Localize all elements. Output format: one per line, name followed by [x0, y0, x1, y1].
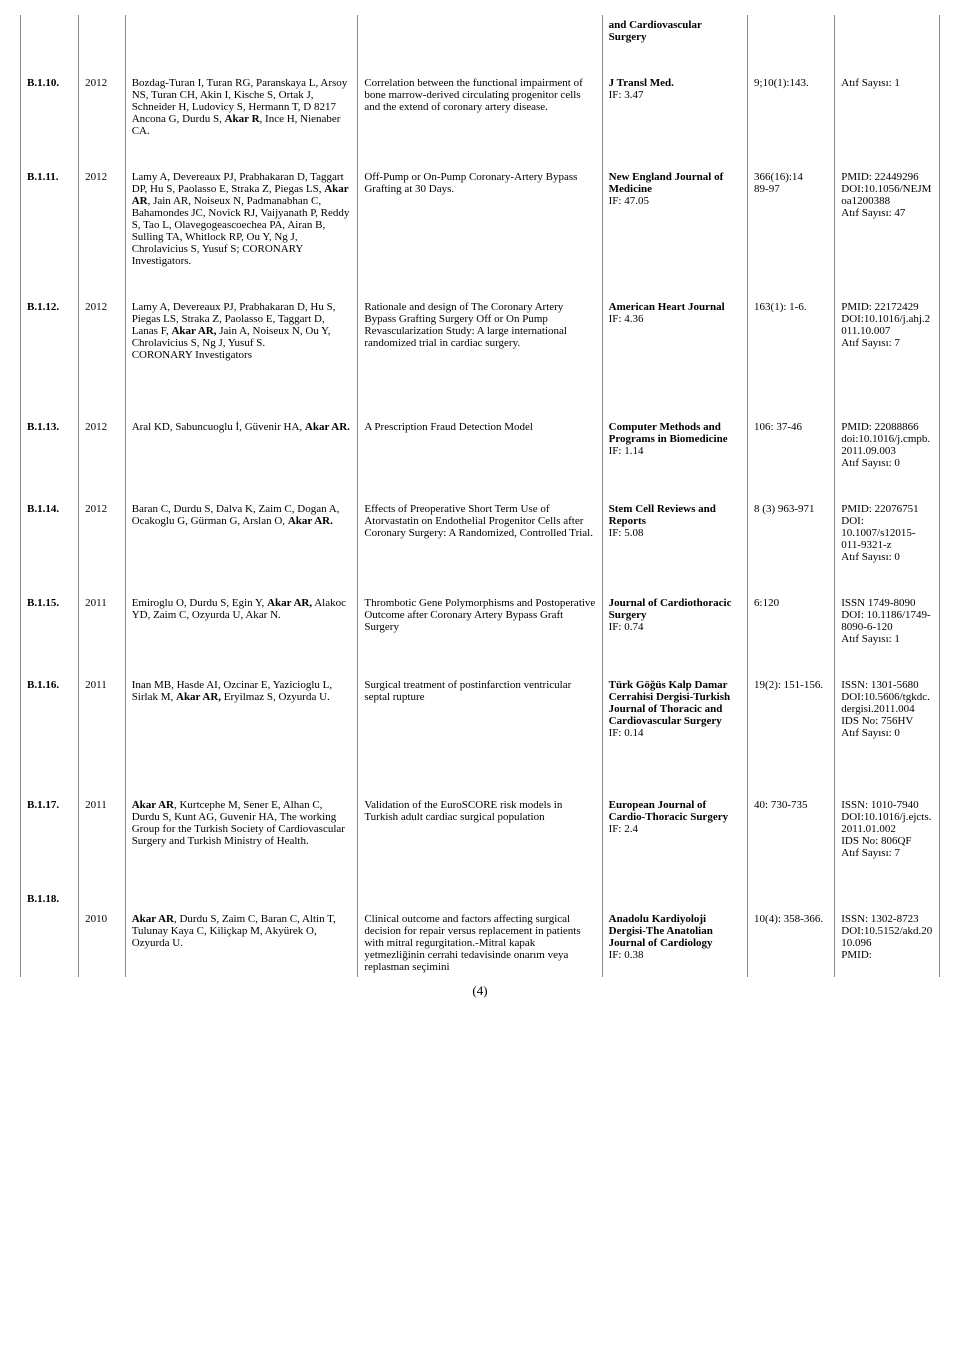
pub-volume: 6:120 [748, 593, 835, 649]
publication-row: B.1.12.2012Lamy A, Devereaux PJ, Prabhak… [21, 297, 940, 365]
pub-authors: Bozdag-Turan I, Turan RG, Paranskaya L, … [125, 73, 358, 141]
pub-id: B.1.14. [21, 499, 79, 567]
publication-row: 2010Akar AR, Durdu S, Zaim C, Baran C, A… [21, 909, 940, 977]
pub-id: B.1.12. [21, 297, 79, 365]
pub-title: Off-Pump or On-Pump Coronary-Artery Bypa… [358, 167, 602, 271]
pub-year: 2011 [79, 795, 126, 863]
pub-year: 2012 [79, 499, 126, 567]
pub-journal: Journal of Cardiothoracic SurgeryIF: 0.7… [602, 593, 747, 649]
pub-year: 2010 [79, 909, 126, 977]
pub-journal: J Transl Med.IF: 3.47 [602, 73, 747, 141]
pub-authors: Inan MB, Hasde AI, Ozcinar E, Yazicioglu… [125, 675, 358, 743]
pub-id: B.1.18. [21, 889, 79, 909]
pub-title: Validation of the EuroSCORE risk models … [358, 795, 602, 863]
pub-volume: 163(1): 1-6. [748, 297, 835, 365]
pub-journal: European Journal of Cardio-Thoracic Surg… [602, 795, 747, 863]
pub-id: B.1.16. [21, 675, 79, 743]
publication-row: B.1.11.2012Lamy A, Devereaux PJ, Prabhak… [21, 167, 940, 271]
pub-ids: PMID: 22172429DOI:10.1016/j.ahj.2011.10.… [835, 297, 940, 365]
pub-id: B.1.15. [21, 593, 79, 649]
pub-ids: ISSN: 1302-8723DOI:10.5152/akd.2010.096P… [835, 909, 940, 977]
pub-ids: ISSN: 1301-5680DOI:10.5606/tgkdc.dergisi… [835, 675, 940, 743]
pub-journal: American Heart JournalIF: 4.36 [602, 297, 747, 365]
pub-year: 2011 [79, 593, 126, 649]
pub-title: A Prescription Fraud Detection Model [358, 417, 602, 473]
pub-id: B.1.13. [21, 417, 79, 473]
pub-id: B.1.10. [21, 73, 79, 141]
publication-row: B.1.10.2012Bozdag-Turan I, Turan RG, Par… [21, 73, 940, 141]
pub-year: 2012 [79, 417, 126, 473]
publication-row: B.1.14.2012Baran C, Durdu S, Dalva K, Za… [21, 499, 940, 567]
pub-journal: Stem Cell Reviews and ReportsIF: 5.08 [602, 499, 747, 567]
pub-title: Correlation between the functional impai… [358, 73, 602, 141]
pub-journal: Anadolu Kardiyoloji Dergisi-The Anatolia… [602, 909, 747, 977]
pub-volume: 8 (3) 963-971 [748, 499, 835, 567]
pub-ids: ISSN: 1010-7940DOI:10.1016/j.ejcts.2011.… [835, 795, 940, 863]
pub-year: 2011 [79, 675, 126, 743]
pub-id: B.1.11. [21, 167, 79, 271]
pub-authors: Akar AR, Durdu S, Zaim C, Baran C, Altin… [125, 909, 358, 977]
publication-row: B.1.13.2012Aral KD, Sabuncuoglu İ, Güven… [21, 417, 940, 473]
pub-title: Surgical treatment of postinfarction ven… [358, 675, 602, 743]
pub-volume: 10(4): 358-366. [748, 909, 835, 977]
pub-ids: PMID: 22076751DOI: 10.1007/s12015-011-93… [835, 499, 940, 567]
pub-year: 2012 [79, 167, 126, 271]
pub-year: 2012 [79, 297, 126, 365]
pub-ids: PMID: 22088866doi:10.1016/j.cmpb.2011.09… [835, 417, 940, 473]
pub-authors: Akar AR, Kurtcephe M, Sener E, Alhan C, … [125, 795, 358, 863]
pub-year: 2012 [79, 73, 126, 141]
pub-volume: 40: 730-735 [748, 795, 835, 863]
pub-authors: Aral KD, Sabuncuoglu İ, Güvenir HA, Akar… [125, 417, 358, 473]
page-number: (4) [20, 983, 940, 999]
pub-authors: Emiroglu O, Durdu S, Egin Y, Akar AR, Al… [125, 593, 358, 649]
pub-authors: Lamy A, Devereaux PJ, Prabhakaran D, Tag… [125, 167, 358, 271]
publication-row: B.1.15.2011Emiroglu O, Durdu S, Egin Y, … [21, 593, 940, 649]
pub-journal: Computer Methods and Programs in Biomedi… [602, 417, 747, 473]
pub-title: Rationale and design of The Coronary Art… [358, 297, 602, 365]
pub-id: B.1.17. [21, 795, 79, 863]
pub-volume: 106: 37-46 [748, 417, 835, 473]
pub-authors: Lamy A, Devereaux PJ, Prabhakaran D, Hu … [125, 297, 358, 365]
pub-ids: ISSN 1749-8090DOI: 10.1186/1749-8090-6-1… [835, 593, 940, 649]
pub-ids: Atıf Sayısı: 1 [835, 73, 940, 141]
pub-volume: 19(2): 151-156. [748, 675, 835, 743]
publications-table: and Cardiovascular SurgeryB.1.10.2012Boz… [20, 15, 940, 977]
publication-row: B.1.16.2011Inan MB, Hasde AI, Ozcinar E,… [21, 675, 940, 743]
pub-volume: 366(16):1489-97 [748, 167, 835, 271]
publication-row: B.1.17.2011Akar AR, Kurtcephe M, Sener E… [21, 795, 940, 863]
pub-authors: Baran C, Durdu S, Dalva K, Zaim C, Dogan… [125, 499, 358, 567]
pub-ids: PMID: 22449296DOI:10.1056/NEJMoa1200388A… [835, 167, 940, 271]
pub-title: Effects of Preoperative Short Term Use o… [358, 499, 602, 567]
pub-title: Thrombotic Gene Polymorphisms and Postop… [358, 593, 602, 649]
journal-header-continuation: and Cardiovascular Surgery [602, 15, 747, 47]
pub-journal: New England Journal of MedicineIF: 47.05 [602, 167, 747, 271]
pub-title: Clinical outcome and factors affecting s… [358, 909, 602, 977]
pub-volume: 9;10(1):143. [748, 73, 835, 141]
pub-journal: Türk Göğüs Kalp Damar Cerrahisi Dergisi-… [602, 675, 747, 743]
